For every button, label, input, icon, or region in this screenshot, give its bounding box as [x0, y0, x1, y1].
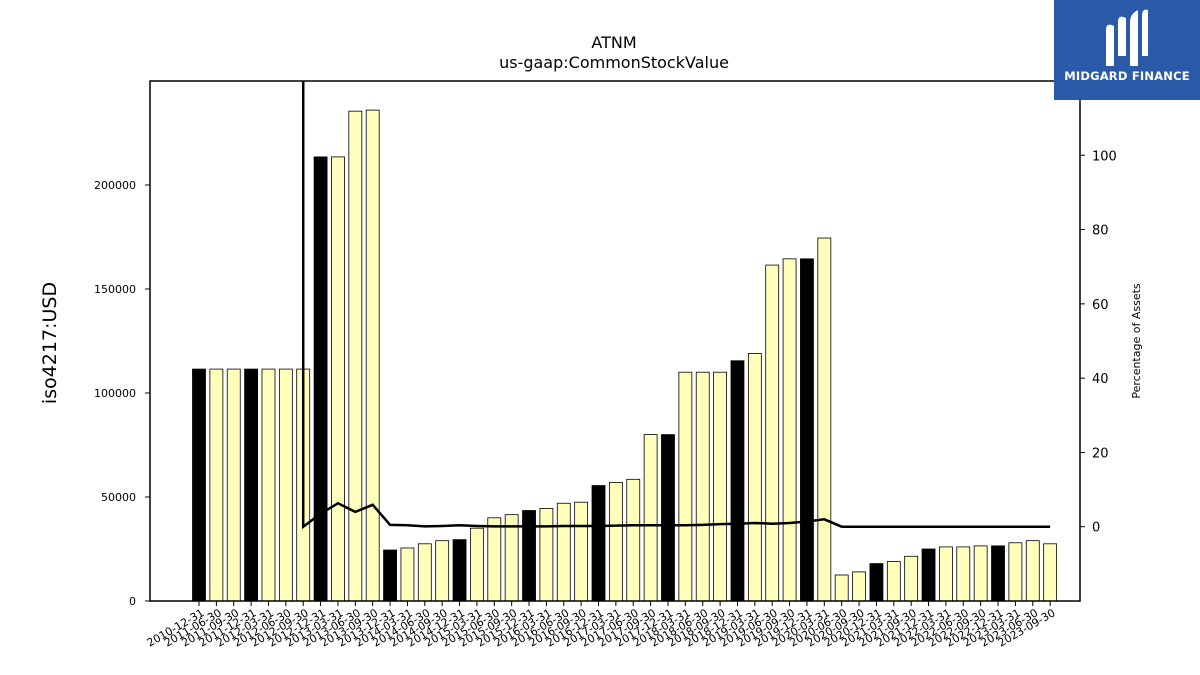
y-tick-label: 200000	[94, 179, 136, 192]
bar-2021-09-30	[904, 555, 919, 602]
bar-2016-12-31	[591, 485, 606, 602]
bar-2011-06-30	[209, 368, 224, 602]
bar-2020-06-30	[834, 574, 849, 602]
bar-2021-03-31	[886, 561, 901, 602]
logo-text: MIDGARD FINANCE	[1064, 69, 1190, 83]
bar-2012-12-31	[313, 156, 328, 602]
bar-2016-06-30	[556, 502, 571, 602]
bar-2013-12-31	[383, 549, 397, 602]
bar-2021-12-31	[921, 548, 936, 602]
bar-2019-12-31	[800, 258, 814, 602]
bar-2016-09-30	[574, 501, 589, 602]
bar-2022-06-30	[956, 546, 971, 602]
bar-2023-03-31	[1008, 542, 1023, 602]
chart-title: ATNM	[591, 33, 636, 52]
bar-2019-03-31	[747, 353, 762, 602]
bar-2012-06-30	[278, 368, 293, 602]
bar-2019-06-30	[765, 264, 780, 602]
chart-subtitle: us-gaap:CommonStockValue	[499, 53, 729, 72]
bar-2013-09-30	[365, 109, 380, 602]
bar-2018-03-31	[678, 371, 693, 602]
bar-2017-12-31	[661, 434, 675, 602]
bar-2018-12-31	[730, 360, 745, 602]
y2-tick-label: 60	[1092, 298, 1109, 313]
bar-2017-09-30	[643, 434, 658, 602]
bar-2013-06-30	[348, 110, 363, 602]
y-axis-label: iso4217:USD	[39, 282, 61, 404]
percentage-of-assets-line	[301, 81, 1051, 530]
bar-2014-03-31	[400, 547, 415, 602]
bar-2018-09-30	[713, 371, 727, 602]
y2-axis-label: Percentage of Assets	[1130, 283, 1143, 399]
y2-tick-label: 0	[1092, 521, 1100, 536]
bar-2015-06-30	[487, 517, 502, 602]
bar-2011-12-31	[244, 368, 259, 602]
bar-2022-12-31	[991, 545, 1005, 602]
bar-2012-03-31	[261, 368, 276, 602]
bar-2015-09-30	[504, 514, 519, 602]
bar-2019-09-30	[782, 258, 797, 602]
bar-2013-03-31	[331, 156, 345, 602]
bar-2017-03-31	[608, 482, 623, 602]
bar-2023-06-30	[1025, 540, 1040, 602]
y2-tick-label: 100	[1092, 149, 1117, 164]
bar-2014-09-30	[435, 540, 450, 602]
midgard-finance-logo: MIDGARD FINANCE	[1054, 0, 1200, 100]
plot-frame	[149, 80, 1081, 602]
y-axis-left: 0 50000 100000 150000 200000	[94, 179, 150, 608]
bar-2022-09-30	[973, 545, 988, 602]
bar-2018-06-30	[695, 371, 710, 602]
bar-2014-06-30	[417, 543, 432, 602]
y2-tick-label: 40	[1092, 372, 1109, 387]
bar-2017-06-30	[626, 478, 641, 602]
bar-2015-12-31	[522, 510, 536, 602]
bar-2011-09-30	[226, 368, 241, 602]
bar-2010-12-31	[192, 368, 206, 602]
y-tick-label: 150000	[94, 283, 136, 296]
y-axis-right: 0 20 40 60 80 100	[1080, 149, 1117, 536]
bar-2020-03-31	[817, 237, 832, 602]
logo-mark-icon	[1106, 9, 1148, 67]
bar-2016-03-31	[539, 508, 554, 602]
bar-2023-09-30	[1043, 543, 1058, 602]
y-tick-label: 0	[129, 595, 136, 608]
bar-2020-12-31	[869, 563, 884, 602]
bar-2014-12-31	[452, 539, 467, 602]
y-tick-label: 50000	[101, 491, 136, 504]
y2-tick-label: 20	[1092, 446, 1109, 461]
bar-2022-03-31	[939, 546, 953, 602]
y-tick-label: 100000	[94, 387, 136, 400]
bar-2015-03-31	[470, 527, 484, 602]
y2-tick-label: 80	[1092, 224, 1109, 239]
percentage-line-layer	[301, 81, 1051, 530]
bar-2020-09-30	[852, 571, 866, 602]
x-axis: 2010-12-312011-06-302011-09-302011-12-31…	[145, 601, 1058, 650]
